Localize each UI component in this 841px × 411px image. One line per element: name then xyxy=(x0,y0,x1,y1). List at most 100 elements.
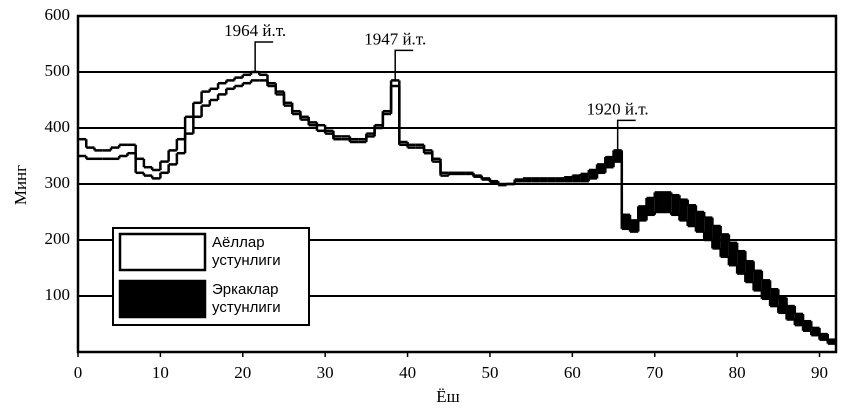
difference-fill xyxy=(275,91,284,95)
difference-fill xyxy=(374,125,383,128)
x-tick-label: 90 xyxy=(811,363,828,382)
difference-fill xyxy=(778,297,787,313)
difference-fill xyxy=(794,313,804,326)
difference-fill xyxy=(226,80,235,89)
difference-fill xyxy=(753,270,762,291)
difference-fill xyxy=(78,139,87,156)
difference-fill xyxy=(292,111,301,114)
annotation: 1964 й.т. xyxy=(224,21,286,40)
x-tick-label: 60 xyxy=(564,363,581,382)
difference-fill xyxy=(745,261,754,282)
difference-fill xyxy=(687,205,696,226)
difference-fill xyxy=(522,178,532,182)
difference-fill xyxy=(267,83,276,86)
difference-fill xyxy=(761,280,771,299)
difference-fill xyxy=(185,116,194,134)
difference-fill xyxy=(102,150,111,159)
difference-fill xyxy=(391,80,400,86)
y-tick-label: 500 xyxy=(45,61,71,80)
difference-fill xyxy=(695,212,705,232)
difference-fill xyxy=(119,144,128,156)
x-tick-label: 20 xyxy=(234,363,251,382)
legend-swatch xyxy=(118,232,207,272)
difference-fill xyxy=(572,175,581,182)
difference-fill xyxy=(588,170,598,179)
difference-fill xyxy=(349,139,359,142)
difference-fill xyxy=(547,178,556,182)
difference-fill xyxy=(580,173,589,182)
difference-fill xyxy=(160,161,169,173)
y-tick-label: 600 xyxy=(45,5,71,24)
difference-fill xyxy=(654,192,663,212)
x-axis-label: Ёш xyxy=(436,387,459,406)
difference-fill xyxy=(786,306,795,320)
difference-fill xyxy=(728,242,738,266)
x-tick-label: 40 xyxy=(399,363,416,382)
difference-fill xyxy=(382,111,392,114)
difference-fill xyxy=(605,157,614,168)
difference-fill xyxy=(827,339,836,344)
y-tick-label: 200 xyxy=(45,229,71,248)
difference-fill xyxy=(770,289,779,307)
annotation-leader xyxy=(254,41,274,72)
difference-fill xyxy=(234,77,243,86)
difference-fill xyxy=(811,327,820,336)
y-axis-label: Минг xyxy=(11,165,30,205)
x-tick-label: 50 xyxy=(481,363,498,382)
x-tick-label: 10 xyxy=(152,363,169,382)
difference-fill xyxy=(283,102,293,106)
difference-fill xyxy=(399,142,408,145)
difference-fill xyxy=(143,167,153,176)
difference-fill xyxy=(662,192,672,212)
annotation: 1920 й.т. xyxy=(587,99,649,118)
difference-fill xyxy=(424,150,433,154)
x-tick-label: 30 xyxy=(317,363,334,382)
difference-fill xyxy=(638,206,647,221)
difference-fill xyxy=(259,74,268,81)
plot-frame xyxy=(76,14,838,354)
difference-fill xyxy=(325,130,334,134)
difference-fill xyxy=(432,158,441,162)
x-tick-label: 70 xyxy=(646,363,663,382)
y-tick-label: 400 xyxy=(45,117,71,136)
difference-fill xyxy=(366,133,375,137)
legend-label: Аёллар устунлиги xyxy=(212,234,281,269)
difference-fill xyxy=(720,234,729,257)
difference-fill xyxy=(300,116,309,120)
difference-fill xyxy=(209,88,219,100)
annotation: 1947 й.т. xyxy=(364,29,426,48)
difference-fill xyxy=(531,178,540,182)
difference-fill xyxy=(218,83,227,95)
legend-swatch xyxy=(118,279,207,319)
difference-fill xyxy=(564,177,573,182)
difference-fill xyxy=(358,139,367,142)
difference-fill xyxy=(242,74,252,84)
difference-fill xyxy=(127,144,136,154)
difference-fill xyxy=(597,164,606,173)
difference-fill xyxy=(630,220,639,232)
difference-fill xyxy=(341,136,350,140)
difference-fill xyxy=(712,226,721,249)
difference-fill xyxy=(621,214,631,229)
difference-fill xyxy=(135,158,144,173)
difference-fill xyxy=(176,139,186,154)
difference-fill xyxy=(152,170,161,179)
difference-fill xyxy=(407,144,416,148)
difference-fill xyxy=(333,136,342,140)
difference-fill xyxy=(168,150,177,165)
legend-label: Эркаклар устунлиги xyxy=(212,281,281,316)
difference-fill xyxy=(201,91,210,106)
difference-fill xyxy=(308,122,317,126)
difference-fill xyxy=(646,198,655,215)
x-tick-label: 80 xyxy=(729,363,746,382)
difference-fill xyxy=(679,199,688,221)
difference-fill xyxy=(316,125,326,131)
difference-fill xyxy=(555,178,565,182)
y-tick-label: 100 xyxy=(45,285,71,304)
difference-fill xyxy=(539,178,548,182)
difference-fill xyxy=(704,217,713,240)
difference-fill xyxy=(86,147,95,159)
difference-fill xyxy=(819,334,828,340)
difference-fill xyxy=(737,251,746,274)
